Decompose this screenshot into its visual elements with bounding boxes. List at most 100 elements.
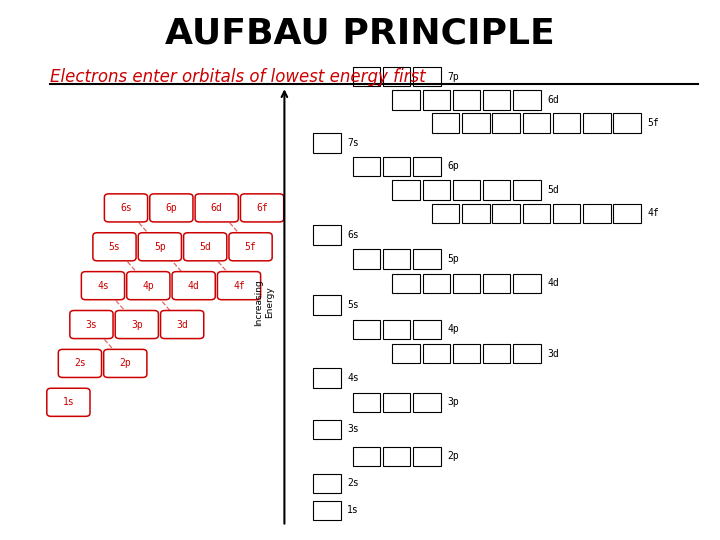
Text: 3p: 3p	[447, 397, 459, 407]
Bar	[423, 180, 450, 200]
FancyBboxPatch shape	[161, 310, 204, 339]
Bar	[613, 204, 641, 223]
Bar	[432, 113, 459, 133]
FancyBboxPatch shape	[172, 272, 215, 300]
Bar	[353, 320, 380, 339]
Bar	[423, 90, 450, 110]
Bar	[383, 249, 410, 269]
Text: 6d: 6d	[211, 203, 222, 213]
Text: 5f: 5f	[647, 118, 659, 128]
FancyBboxPatch shape	[47, 388, 90, 416]
Bar	[553, 113, 580, 133]
Bar	[423, 274, 450, 293]
Text: 4p: 4p	[143, 281, 154, 291]
FancyBboxPatch shape	[104, 194, 148, 222]
Text: 6d: 6d	[547, 95, 559, 105]
Text: 6p: 6p	[447, 161, 459, 171]
Text: 4f: 4f	[233, 281, 245, 291]
Bar	[383, 320, 410, 339]
Text: 2s: 2s	[74, 359, 86, 368]
Text: 4s: 4s	[97, 281, 109, 291]
Text: 2s: 2s	[347, 478, 359, 488]
Bar	[313, 368, 341, 388]
Bar	[353, 157, 380, 176]
Bar	[413, 249, 441, 269]
FancyBboxPatch shape	[229, 233, 272, 261]
Text: AUFBAU PRINCIPLE: AUFBAU PRINCIPLE	[165, 16, 555, 50]
Bar	[413, 157, 441, 176]
Text: 6s: 6s	[347, 230, 359, 240]
Bar	[553, 204, 580, 223]
Bar	[383, 67, 410, 86]
Bar	[453, 90, 480, 110]
FancyBboxPatch shape	[240, 194, 284, 222]
Text: 4d: 4d	[547, 279, 559, 288]
Text: Increasing
Energy: Increasing Energy	[255, 279, 274, 326]
Text: 5p: 5p	[154, 242, 166, 252]
Bar	[353, 249, 380, 269]
Text: 4s: 4s	[347, 373, 359, 383]
FancyBboxPatch shape	[138, 233, 181, 261]
Bar	[383, 393, 410, 412]
Bar	[392, 90, 420, 110]
Bar	[383, 157, 410, 176]
Bar	[313, 225, 341, 245]
Bar	[313, 474, 341, 493]
Bar	[453, 180, 480, 200]
Bar	[313, 501, 341, 520]
Text: 6s: 6s	[120, 203, 132, 213]
Bar	[453, 274, 480, 293]
Bar	[483, 274, 510, 293]
Text: 3s: 3s	[347, 424, 359, 434]
Bar	[313, 420, 341, 439]
FancyBboxPatch shape	[217, 272, 261, 300]
FancyBboxPatch shape	[195, 194, 238, 222]
FancyBboxPatch shape	[150, 194, 193, 222]
Text: 4p: 4p	[447, 325, 459, 334]
Text: 3p: 3p	[131, 320, 143, 329]
Text: 6p: 6p	[166, 203, 177, 213]
Text: 1s: 1s	[347, 505, 359, 515]
Bar	[392, 274, 420, 293]
Text: 2p: 2p	[120, 359, 131, 368]
Text: 5s: 5s	[109, 242, 120, 252]
FancyBboxPatch shape	[58, 349, 102, 377]
Bar	[462, 204, 490, 223]
Text: 3d: 3d	[547, 349, 559, 359]
Bar	[492, 113, 520, 133]
Text: 5d: 5d	[547, 185, 559, 195]
Bar	[513, 180, 541, 200]
Text: 7s: 7s	[347, 138, 359, 148]
Bar	[523, 113, 550, 133]
Bar	[613, 113, 641, 133]
Bar	[523, 204, 550, 223]
FancyBboxPatch shape	[70, 310, 113, 339]
Bar	[413, 447, 441, 466]
Text: 4f: 4f	[647, 208, 659, 218]
Text: 3d: 3d	[176, 320, 188, 329]
FancyBboxPatch shape	[104, 349, 147, 377]
FancyBboxPatch shape	[81, 272, 125, 300]
Text: 4d: 4d	[188, 281, 199, 291]
Text: Electrons enter orbitals of lowest energy first: Electrons enter orbitals of lowest energ…	[50, 68, 426, 85]
Text: 5p: 5p	[447, 254, 459, 264]
Bar	[353, 67, 380, 86]
Bar	[313, 295, 341, 315]
Bar	[492, 204, 520, 223]
Text: 5s: 5s	[347, 300, 359, 310]
FancyBboxPatch shape	[127, 272, 170, 300]
Bar	[462, 113, 490, 133]
Bar	[413, 67, 441, 86]
Bar	[383, 447, 410, 466]
Text: 3s: 3s	[86, 320, 97, 329]
Text: 5d: 5d	[199, 242, 211, 252]
Text: 2p: 2p	[447, 451, 459, 461]
Bar	[392, 180, 420, 200]
Bar	[313, 133, 341, 153]
Bar	[513, 274, 541, 293]
Bar	[392, 344, 420, 363]
Bar	[513, 344, 541, 363]
Text: 5f: 5f	[245, 242, 256, 252]
Bar	[413, 393, 441, 412]
Bar	[483, 180, 510, 200]
